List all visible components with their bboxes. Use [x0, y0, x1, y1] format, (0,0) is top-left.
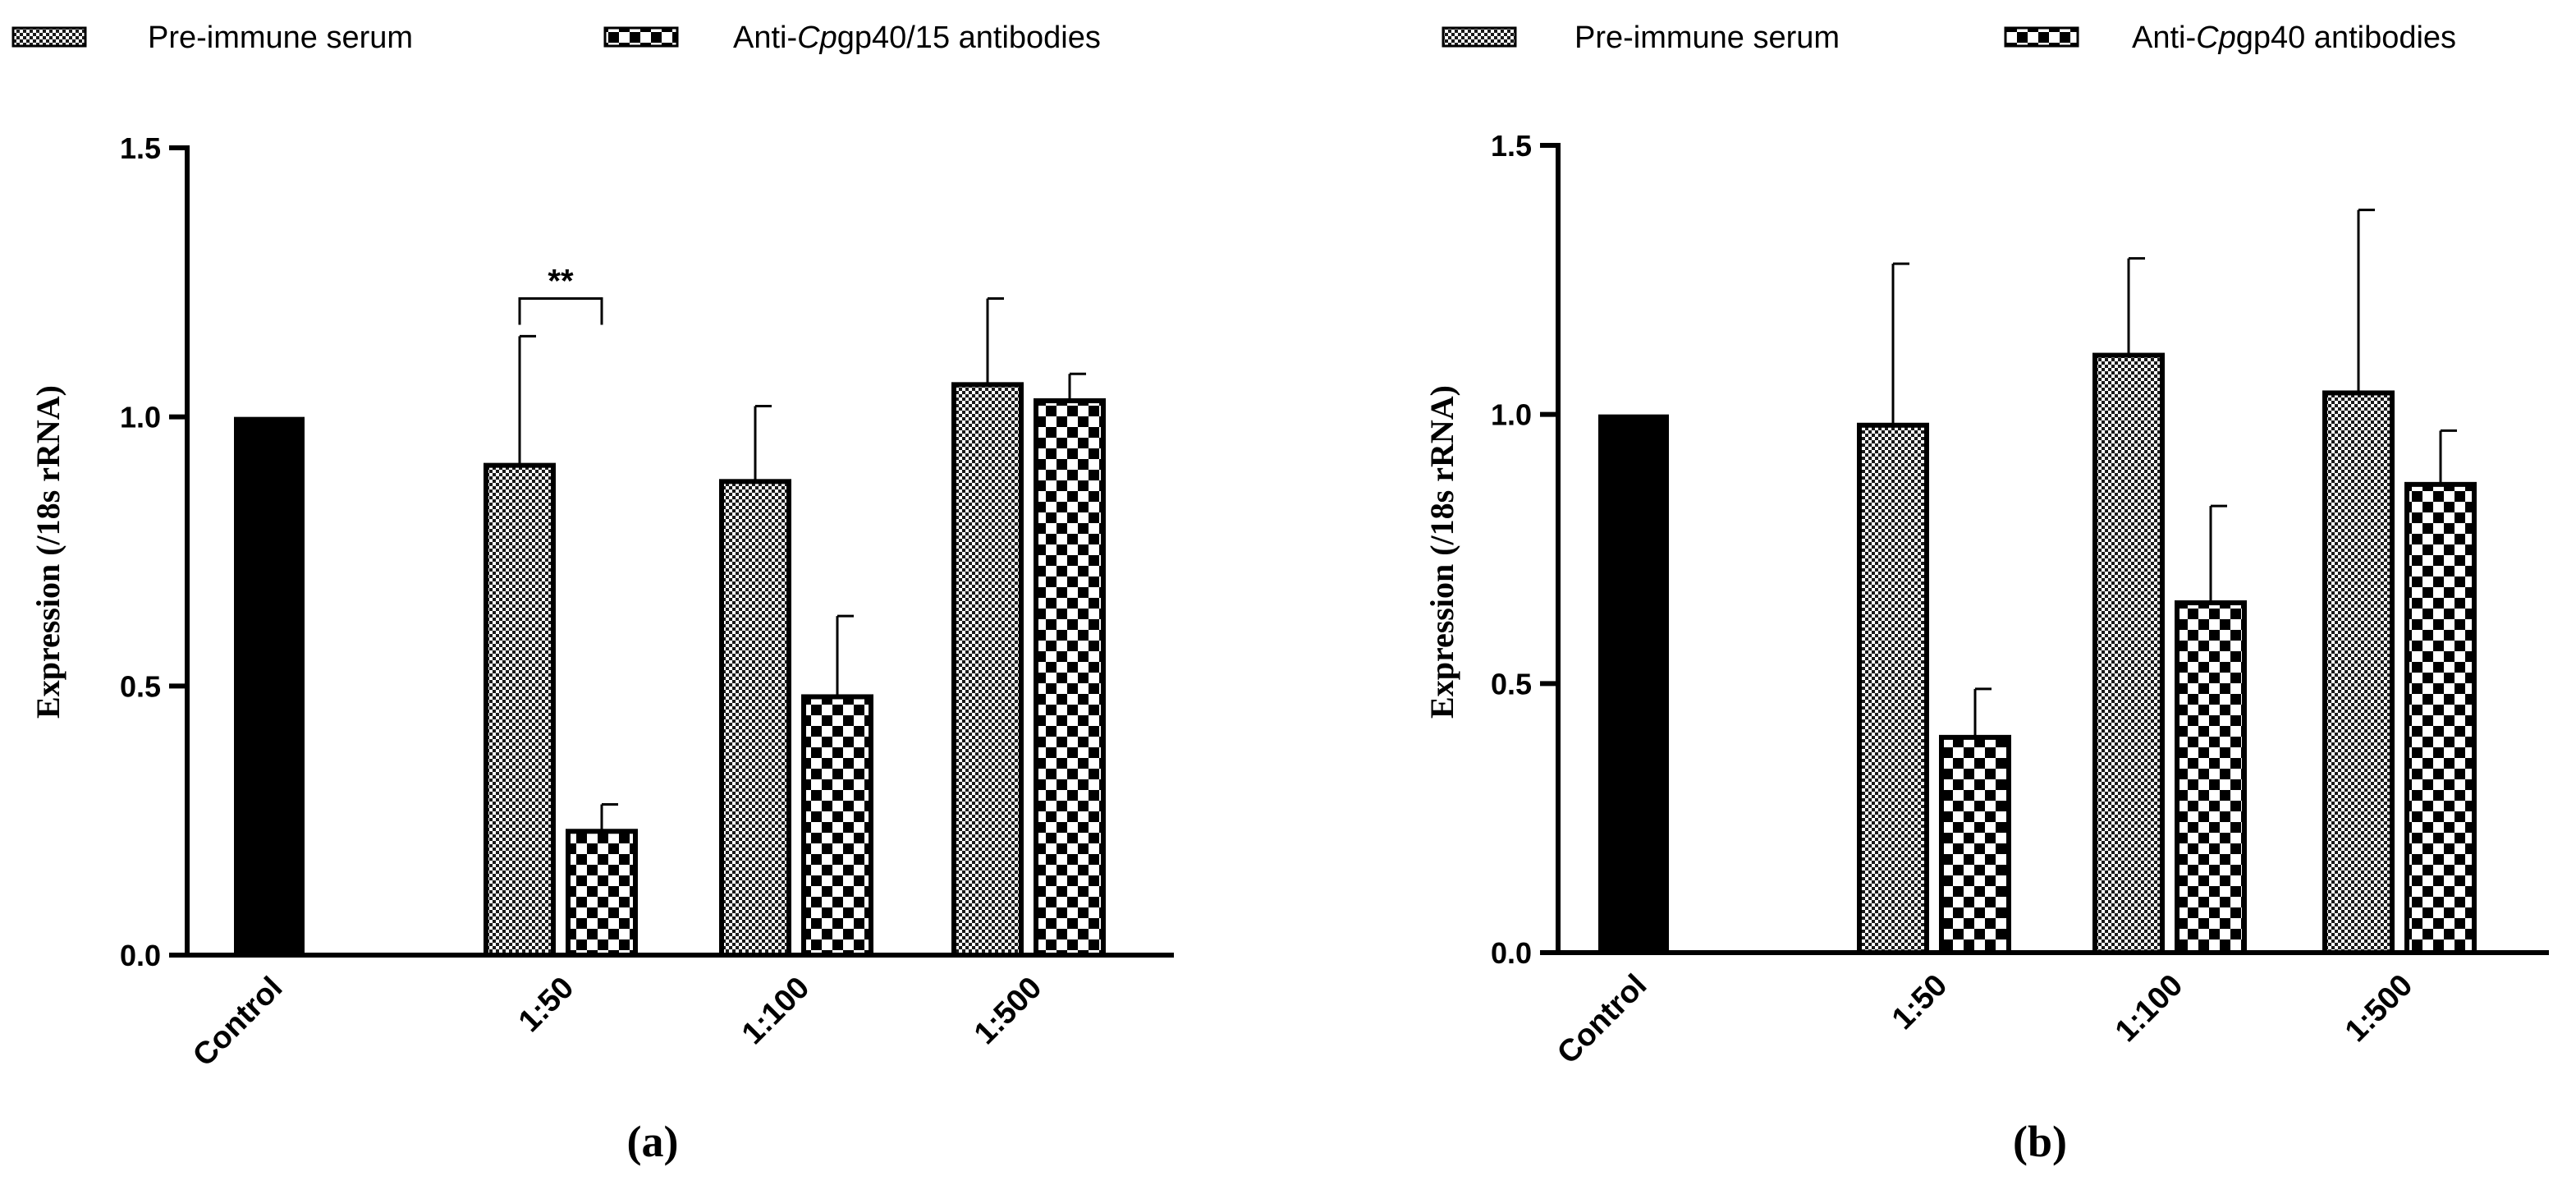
- legend-swatch-0: [11, 26, 87, 48]
- bar-series0-1: [1857, 422, 1929, 955]
- legend-swatch-0: [1442, 26, 1517, 48]
- x-tick-label-2: 1:100: [736, 971, 816, 1051]
- bar-series1-2: [801, 694, 873, 958]
- y-axis-title: Expression (/18s rRNA): [30, 385, 66, 719]
- legend-swatch-1: [603, 26, 679, 48]
- panel-b: Pre-immune serum Anti-Cpgp40 antibodies 0.…: [1423, 21, 2549, 1166]
- bar-series0-2: [719, 479, 791, 958]
- panel-a: Pre-immune serum Anti-Cpgp40/15 antibodie…: [11, 21, 1174, 1166]
- x-tick-label-0: Control: [186, 971, 289, 1073]
- significance-label-0: **: [548, 263, 574, 299]
- x-tick-label-0: Control: [1551, 968, 1653, 1071]
- bar-series1-1: [566, 829, 638, 958]
- y-tick-label-2: 1.0: [1491, 398, 1532, 432]
- bar-series0-2: [2092, 352, 2165, 955]
- bar-control: [234, 416, 305, 956]
- legend-label-0-prefix: Pre-immune serum: [1574, 21, 1840, 55]
- y-axis-title: Expression (/18s rRNA): [1423, 385, 1460, 719]
- legend-label-1-italic: Cp: [2196, 21, 2236, 55]
- legend-label-1-suffix: gp40/15 antibodies: [837, 21, 1101, 55]
- bar-series1-3: [2404, 481, 2477, 955]
- legend-label-1-prefix: Anti-: [733, 21, 797, 55]
- x-tick-label-2: 1:100: [2109, 968, 2189, 1049]
- legend-label-1: Anti-Cpgp40 antibodies: [2132, 21, 2456, 55]
- x-tick-label-1: 1:50: [512, 971, 580, 1039]
- x-tick-label-3: 1:500: [2339, 968, 2419, 1049]
- legend-label-0: Pre-immune serum: [1574, 21, 1840, 55]
- y-tick-label-1: 0.5: [1491, 667, 1532, 701]
- legend-label-1-suffix: gp40 antibodies: [2236, 21, 2456, 55]
- legend-label-1: Anti-Cpgp40/15 antibodies: [733, 21, 1101, 55]
- bar-control: [1598, 414, 1669, 953]
- y-tick-label-3: 1.5: [1491, 129, 1532, 163]
- x-tick-label-3: 1:500: [968, 971, 1048, 1051]
- y-tick-label-1: 0.5: [120, 669, 161, 703]
- bar-series0-3: [951, 382, 1024, 958]
- legend-label-1-prefix: Anti-: [2132, 21, 2196, 55]
- panel-label: (a): [627, 1117, 679, 1166]
- legend-label-0-prefix: Pre-immune serum: [148, 21, 413, 55]
- legend-label-0: Pre-immune serum: [148, 21, 413, 55]
- y-tick-label-3: 1.5: [120, 131, 161, 165]
- y-tick-label-0: 0.0: [1491, 936, 1532, 970]
- significance-bracket-0: [518, 296, 603, 325]
- legend-swatch-1: [2004, 26, 2079, 48]
- bar-series0-1: [484, 462, 556, 958]
- panel-label: (b): [2013, 1117, 2067, 1166]
- legend-label-1-italic: Cp: [797, 21, 837, 55]
- bar-series0-3: [2322, 390, 2395, 956]
- bar-series1-2: [2175, 600, 2247, 955]
- x-tick-label-1: 1:50: [1886, 968, 1954, 1036]
- bar-series1-1: [1939, 734, 2011, 955]
- bar-series1-3: [1034, 398, 1106, 958]
- y-tick-label-0: 0.0: [120, 939, 161, 972]
- y-tick-label-2: 1.0: [120, 401, 161, 434]
